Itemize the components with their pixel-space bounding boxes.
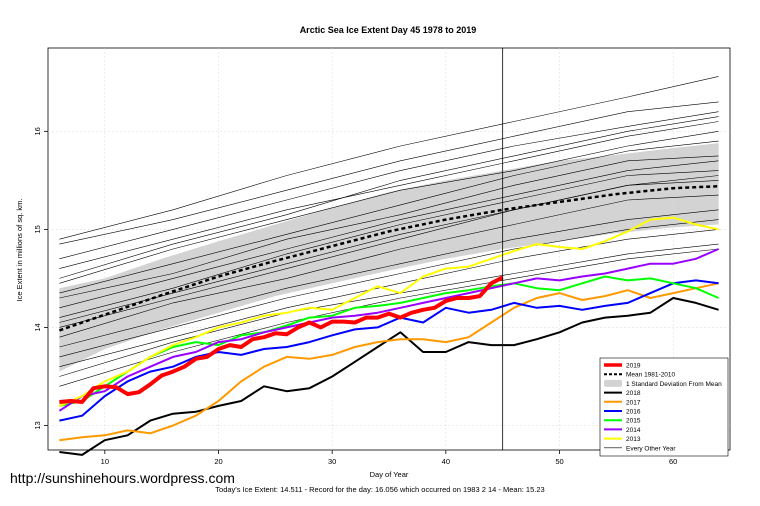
mean-line-path	[58, 184, 719, 332]
other-years-lines	[59, 76, 719, 387]
other-year-line	[59, 160, 719, 309]
other-year-line	[59, 248, 719, 387]
legend-label: 2014	[626, 427, 641, 434]
mean-line	[58, 184, 719, 332]
watermark-url: http://sunshinehours.wordpress.com	[10, 470, 235, 486]
footnote: Today's Ice Extent: 14.511 - Record for …	[215, 485, 545, 494]
other-year-line	[59, 170, 719, 318]
legend-label: 2018	[626, 390, 641, 397]
legend-label: 2019	[626, 363, 641, 370]
legend-swatch-band	[604, 379, 622, 387]
legend-label: 1 Standard Deviation From Mean	[626, 381, 722, 388]
y-tick-label: 15	[33, 225, 42, 233]
legend-label: 2013	[626, 436, 641, 443]
y-axis-label: Ice Extent in millions of sq. km.	[15, 199, 24, 302]
series-line-2016	[59, 279, 719, 422]
legend-label: 2017	[626, 399, 641, 406]
plot-frame	[47, 47, 731, 451]
other-year-line	[59, 229, 719, 367]
other-year-line	[59, 131, 719, 284]
legend-label: 2016	[626, 409, 641, 416]
axes: 10 20 30 40 50 60 13 14 15 16	[33, 127, 677, 466]
x-tick-label: 10	[101, 457, 109, 466]
series-line-2015	[59, 275, 719, 407]
legend-label: 2015	[626, 418, 641, 425]
series-line-2014	[58, 248, 719, 412]
std-band-area	[59, 143, 719, 372]
x-tick-label: 40	[442, 457, 450, 466]
x-tick-label: 60	[669, 457, 677, 466]
y-tick-label: 14	[33, 323, 42, 331]
other-year-line	[59, 194, 719, 338]
y-tick-label: 16	[33, 127, 42, 135]
other-year-line	[59, 101, 719, 245]
y-tick-label: 13	[33, 421, 42, 429]
x-tick-label: 20	[214, 457, 222, 466]
other-year-line	[59, 116, 719, 279]
other-year-line	[59, 155, 719, 299]
other-year-line	[59, 219, 719, 358]
other-year-line	[59, 121, 719, 269]
x-axis-label: Day of Year	[370, 470, 409, 479]
other-year-line	[59, 175, 719, 323]
legend: 2019 Mean 1981-2010 1 Standard Deviation F…	[599, 357, 729, 457]
other-year-line	[59, 76, 719, 240]
series-line-2019	[59, 275, 504, 404]
other-year-line	[59, 140, 719, 294]
legend-label: Mean 1981-2010	[626, 372, 676, 379]
series-line-2013	[59, 216, 719, 407]
std-deviation-band	[59, 143, 719, 372]
chart-title: Arctic Sea Ice Extent Day 45 1978 to 201…	[300, 25, 477, 35]
x-tick-label: 50	[555, 457, 563, 466]
x-tick-label: 30	[328, 457, 336, 466]
legend-label: Every Other Year	[626, 445, 676, 452]
other-year-line	[59, 111, 719, 260]
series-line-2017	[59, 282, 719, 442]
highlighted-years-lines	[58, 216, 719, 456]
other-year-line	[59, 209, 719, 348]
